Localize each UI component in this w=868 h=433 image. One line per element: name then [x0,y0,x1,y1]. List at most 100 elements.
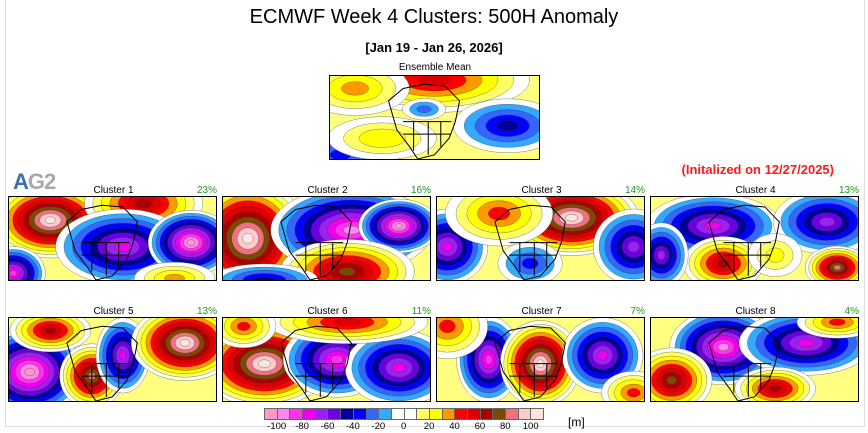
coastline [66,325,138,401]
coastline [708,204,780,280]
cluster-map [650,317,859,402]
colorbar-swatch [379,409,392,419]
cluster-title: Cluster 5 [93,306,134,317]
coastline [708,325,780,401]
anomaly-contour [416,105,432,113]
coastline [387,83,461,159]
anomaly-contour [9,270,17,277]
coastline [280,325,352,401]
ag2-logo: AG2 [13,169,56,195]
colorbar-swatch [417,409,430,419]
anomaly-contour [833,265,842,271]
cluster-percent: 14% [624,185,645,196]
figure-title: ECMWF Week 4 Clusters: 500H Anomaly [249,6,619,28]
cluster-percent: 11% [411,306,431,317]
cluster-map [222,317,431,402]
colorbar-unit: [m] [568,415,585,429]
colorbar-swatch [315,409,329,419]
cluster-title: Cluster 8 [735,306,776,317]
cluster-title: Cluster 7 [521,306,562,317]
anomaly-contour [717,259,730,268]
colorbar-tick: 60 [474,421,486,432]
cluster-title: Cluster 6 [307,306,348,317]
colorbar-swatch [265,409,278,419]
colorbar-swatch [366,409,380,419]
anomaly-contour [597,350,608,361]
colorbar-tick: 0 [401,421,407,432]
cluster-percent: 4% [844,306,859,317]
logo-g2: G2 [27,169,56,194]
anomaly-contour [485,354,493,365]
colorbar-swatch [442,409,456,419]
anomaly-contour [134,198,153,209]
anomaly-contour [627,241,640,253]
colorbar-swatch [468,409,481,419]
anomaly-contour [521,257,539,269]
colorbar-tick: 40 [449,421,460,432]
figure-frame [5,0,865,427]
anomaly-contour [253,276,276,280]
cluster-map [436,317,645,402]
cluster-percent: 13% [196,306,217,317]
colorbar-swatch [531,409,544,419]
anomaly-contour [392,362,406,373]
cluster-map [436,196,645,281]
cluster-percent: 13% [838,185,859,196]
colorbar-swatch [353,409,367,419]
initialized-date: (Initalized on 12/27/2025) [681,162,834,177]
anomaly-contour [829,318,846,326]
cluster-percent: 23% [196,185,217,196]
colorbar-tick: -80 [295,421,309,432]
colorbar-swatch [455,409,468,419]
cluster-title: Cluster 3 [521,185,562,196]
anomaly-contour [338,267,356,276]
anomaly-contour [769,385,782,392]
anomaly-contour [341,81,369,96]
anomaly-contour [442,241,453,252]
colorbar-swatch [290,409,304,419]
colorbar [264,408,545,420]
cluster-map [222,196,431,281]
anomaly-contour [358,128,406,148]
colorbar-swatch [341,409,354,419]
anomaly-contour [627,388,641,398]
anomaly-contour [819,217,835,227]
colorbar-swatch [277,409,291,419]
ensemble-mean-map [329,75,540,160]
anomaly-contour [496,120,519,132]
colorbar-swatch [518,409,532,419]
anomaly-contour [114,241,132,252]
colorbar-tick: -20 [371,421,386,432]
anomaly-contour [657,250,666,260]
colorbar-swatch [328,409,342,419]
cluster-title: Cluster 1 [93,185,134,196]
colorbar-tick: 20 [423,421,435,432]
coastline [280,204,352,280]
anomaly-contour [666,376,677,385]
colorbar-swatch [493,409,507,419]
date-range: [Jan 19 - Jan 26, 2026] [365,40,503,55]
anomaly-contour [179,339,190,347]
colorbar-tick: -100 [267,421,287,432]
colorbar-swatch [480,409,494,419]
anomaly-contour [44,216,56,224]
cluster-title: Cluster 2 [307,185,348,196]
anomaly-contour [164,274,185,280]
anomaly-contour [565,214,578,222]
colorbar-tick: -40 [346,421,360,432]
anomaly-contour [704,221,722,231]
cluster-percent: 7% [630,306,645,317]
logo-a: A [13,169,29,194]
cluster-map [8,317,217,402]
colorbar-tick: 100 [522,421,539,432]
anomaly-contour [44,327,57,334]
colorbar-tick: -60 [320,421,335,432]
anomaly-contour [187,239,196,246]
anomaly-contour [488,206,511,221]
anomaly-contour [237,321,251,331]
ensemble-mean-label: Ensemble Mean [398,62,472,73]
anomaly-contour [343,225,360,235]
colorbar-swatch [303,409,316,419]
anomaly-contour [258,359,271,368]
coastline [66,204,138,280]
